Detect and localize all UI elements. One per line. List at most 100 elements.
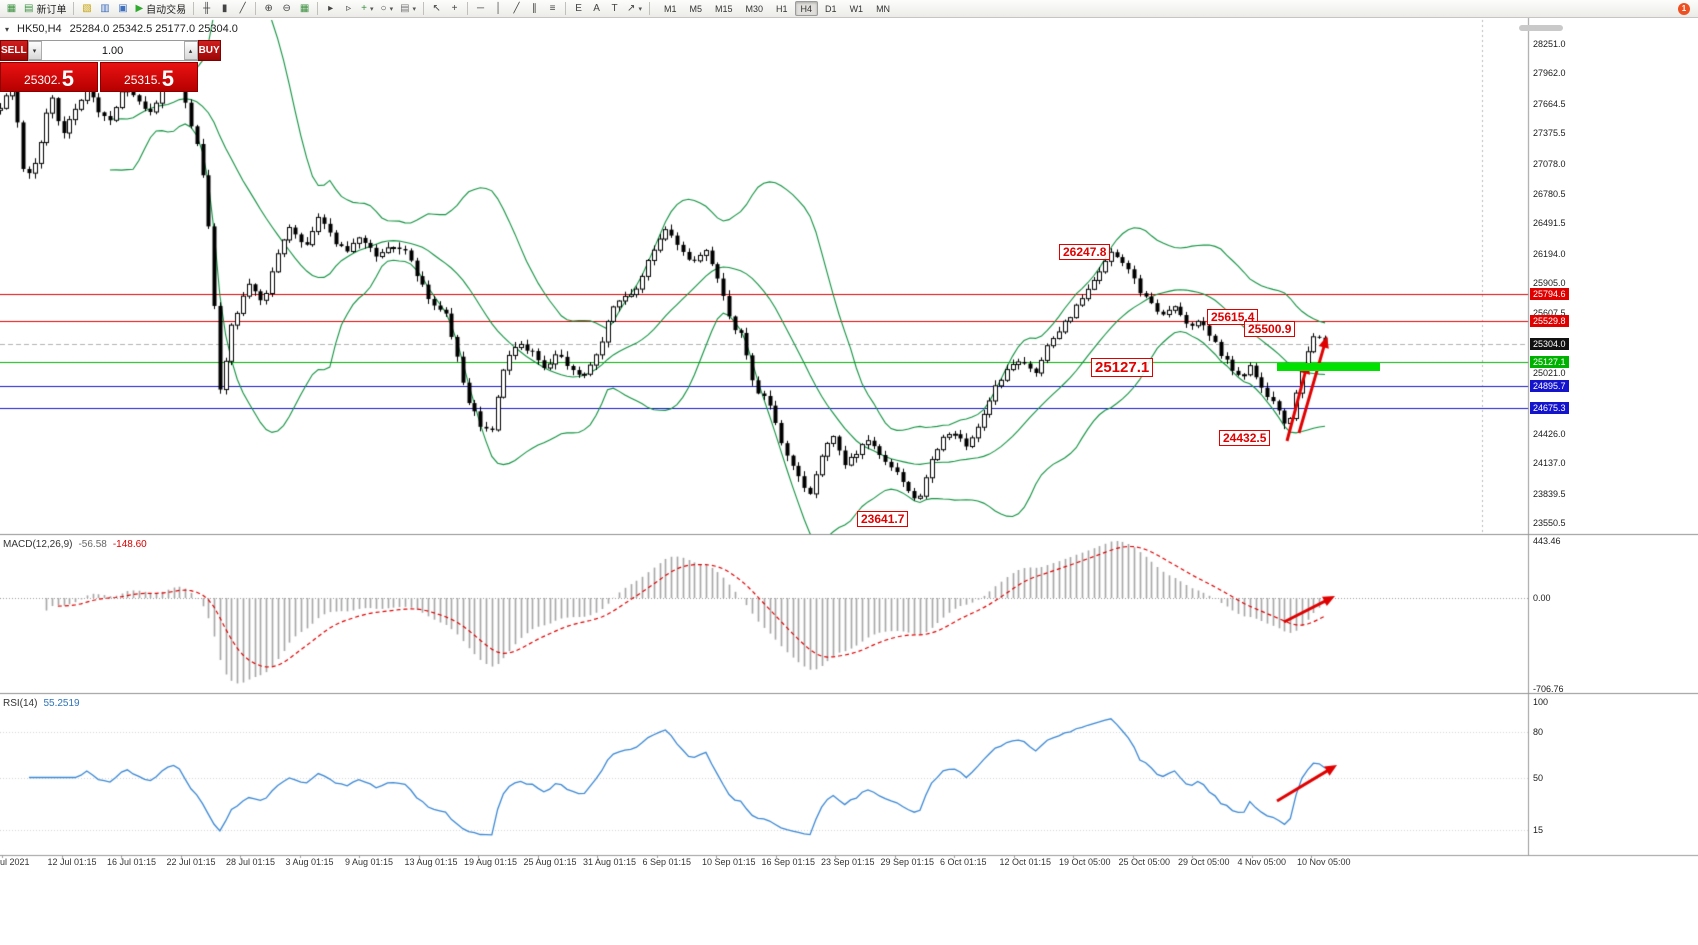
timeframe-button-m1[interactable]: M1 [663, 4, 677, 14]
rsi-name: RSI(14) [3, 698, 38, 709]
market-watch-button[interactable]: ▥ [96, 1, 113, 17]
rsi-scale-label: 15 [1533, 825, 1544, 836]
ellipse-icon: E [575, 2, 582, 14]
hline-price-label: 25127.1 [1530, 356, 1569, 369]
chart-shift-icon: ▹ [346, 2, 352, 14]
volume-up-button[interactable]: ▴ [183, 41, 198, 60]
price-tick-label: 26194.0 [1533, 248, 1566, 259]
tile-windows-button[interactable]: ▦ [296, 1, 313, 17]
symbol-marker-icon: ▾ [5, 25, 10, 34]
play-icon: ▶ [135, 2, 144, 14]
time-axis-label: 4 Nov 05:00 [1237, 857, 1287, 867]
chart-canvas[interactable] [0, 18, 1698, 875]
timeframe-button-w1[interactable]: W1 [849, 4, 864, 14]
label-button[interactable]: T [606, 1, 623, 17]
price-annotation[interactable]: 26247.8 [1059, 244, 1111, 260]
toolbar-separator [193, 2, 195, 15]
time-axis-label: 28 Jul 01:15 [226, 857, 276, 867]
channel-button[interactable]: ∥ [526, 1, 543, 17]
chart-shift-button[interactable]: ▹ [340, 1, 357, 17]
hline-price-label: 25794.6 [1530, 288, 1569, 301]
toolbar-separator [565, 2, 567, 15]
price-tick-label: 24137.0 [1533, 458, 1566, 469]
time-axis-label: 31 Aug 01:15 [583, 857, 637, 867]
profiles-button[interactable]: ▧ [78, 1, 95, 17]
macd-scale-label: 0.00 [1533, 593, 1551, 604]
timeframe-button-d1[interactable]: D1 [825, 4, 837, 14]
time-axis-label: 29 Oct 05:00 [1178, 857, 1230, 867]
timeframe-button-mn[interactable]: MN [876, 4, 891, 14]
text-button[interactable]: A [588, 1, 605, 17]
hline-button[interactable]: ─ [472, 1, 489, 17]
autotrading-button-label: 自动交易 [146, 5, 187, 16]
macd-main-value: -56.58 [78, 539, 107, 550]
periods-button[interactable]: ○ ▾ [378, 1, 397, 17]
zoom-in-icon: ⊕ [264, 2, 273, 14]
support-highlight-bar[interactable] [1277, 363, 1380, 371]
data-window-button[interactable]: ▣ [114, 1, 131, 17]
buy-button[interactable]: BUY [197, 40, 221, 61]
arrows-button[interactable]: ↗ ▾ [624, 1, 645, 17]
volume-box: ▾ ▴ [27, 40, 198, 61]
rsi-value: 55.2519 [43, 698, 80, 709]
timeframe-button-m5[interactable]: M5 [689, 4, 702, 14]
sell-button[interactable]: SELL [0, 40, 28, 61]
line-chart-icon: ╱ [239, 2, 246, 14]
price-tick-label: 26491.5 [1533, 218, 1566, 229]
price-tick-label: 27664.5 [1533, 98, 1566, 109]
hline-price-label: 24895.7 [1530, 379, 1569, 392]
rsi-scale-label: 50 [1533, 772, 1544, 783]
cursor-icon: ↖ [432, 2, 441, 14]
current-price-label: 25304.0 [1530, 338, 1569, 351]
symbol-period-label: HK50,H4 [17, 23, 62, 35]
toolbar-separator [648, 2, 650, 15]
tile-windows-icon: ▦ [299, 2, 310, 14]
time-axis-label: 16 Jul 01:15 [107, 857, 157, 867]
toolbar: ▦ ▤ 新订单 ▧ ▥ ▣ ▶ 自动交易 ╫ ▮ ╱ ⊕ ⊖ ▦ ▸ ▹ + ▾ ○ ▾ ▤ ▾ ↖ + ─ │ ╱ ∥ ≡ E A T ↗ ▾ M… [0, 0, 1698, 18]
bar-chart-button[interactable]: ╫ [198, 1, 215, 17]
time-axis: 5 Jul 2021 12 Jul 01:15 16 Jul 01:15 22 Jul… [0, 857, 1529, 871]
price-tick-label: 23550.5 [1533, 518, 1566, 528]
shapes-button[interactable]: E [570, 1, 587, 17]
timeframe-button-h4[interactable]: H4 [794, 1, 819, 16]
toolbar-separator [467, 2, 469, 15]
sell-price-button[interactable]: 25302. 5 [0, 62, 98, 92]
notification-badge[interactable]: 1 [1678, 2, 1690, 15]
price-tick-label: 27078.0 [1533, 158, 1566, 169]
fibonacci-button[interactable]: ≡ [544, 1, 561, 17]
time-axis-label: 16 Sep 01:15 [761, 857, 816, 867]
price-tick-label: 27375.5 [1533, 128, 1566, 139]
zoom-out-button[interactable]: ⊖ [278, 1, 295, 17]
timeframe-button-m15[interactable]: M15 [714, 4, 733, 14]
toolbar-separator [255, 2, 257, 15]
cursor-button[interactable]: ↖ [428, 1, 445, 17]
price-axis: 28251.0 27962.0 27664.5 27375.5 27078.0 26780… [1529, 18, 1697, 858]
volume-input[interactable] [41, 41, 184, 60]
new-chart-button[interactable]: ▦ [3, 1, 20, 17]
autotrading-button[interactable]: ▶ 自动交易 [132, 1, 189, 17]
price-annotation[interactable]: 23641.7 [857, 511, 909, 527]
buy-price-button[interactable]: 25315. 5 [100, 62, 198, 92]
crosshair-button[interactable]: + [446, 1, 463, 17]
price-annotation[interactable]: 24432.5 [1219, 430, 1271, 446]
price-annotation[interactable]: 25127.1 [1091, 358, 1154, 377]
indicators-button[interactable]: + ▾ [358, 1, 376, 17]
candlestick-chart-button[interactable]: ▮ [216, 1, 233, 17]
toolbar-separator [423, 2, 425, 15]
timeframe-button-h1[interactable]: H1 [776, 4, 788, 14]
templates-button[interactable]: ▤ ▾ [397, 1, 419, 17]
chart-scrollbar-thumb[interactable] [1519, 25, 1563, 31]
rsi-scale-label: 80 [1533, 727, 1544, 738]
bar-chart-icon: ╫ [203, 2, 211, 14]
zoom-in-button[interactable]: ⊕ [260, 1, 277, 17]
time-axis-label: 25 Aug 01:15 [523, 857, 577, 867]
price-annotation[interactable]: 25500.9 [1244, 321, 1296, 337]
timeframe-button-m30[interactable]: M30 [745, 4, 764, 14]
volume-down-button[interactable]: ▾ [27, 41, 42, 60]
toolbar-separator [73, 2, 75, 15]
new-order-button[interactable]: ▤ 新订单 [21, 1, 69, 17]
vline-button[interactable]: │ [490, 1, 507, 17]
auto-scroll-button[interactable]: ▸ [322, 1, 339, 17]
line-chart-button[interactable]: ╱ [234, 1, 251, 17]
trendline-button[interactable]: ╱ [508, 1, 525, 17]
